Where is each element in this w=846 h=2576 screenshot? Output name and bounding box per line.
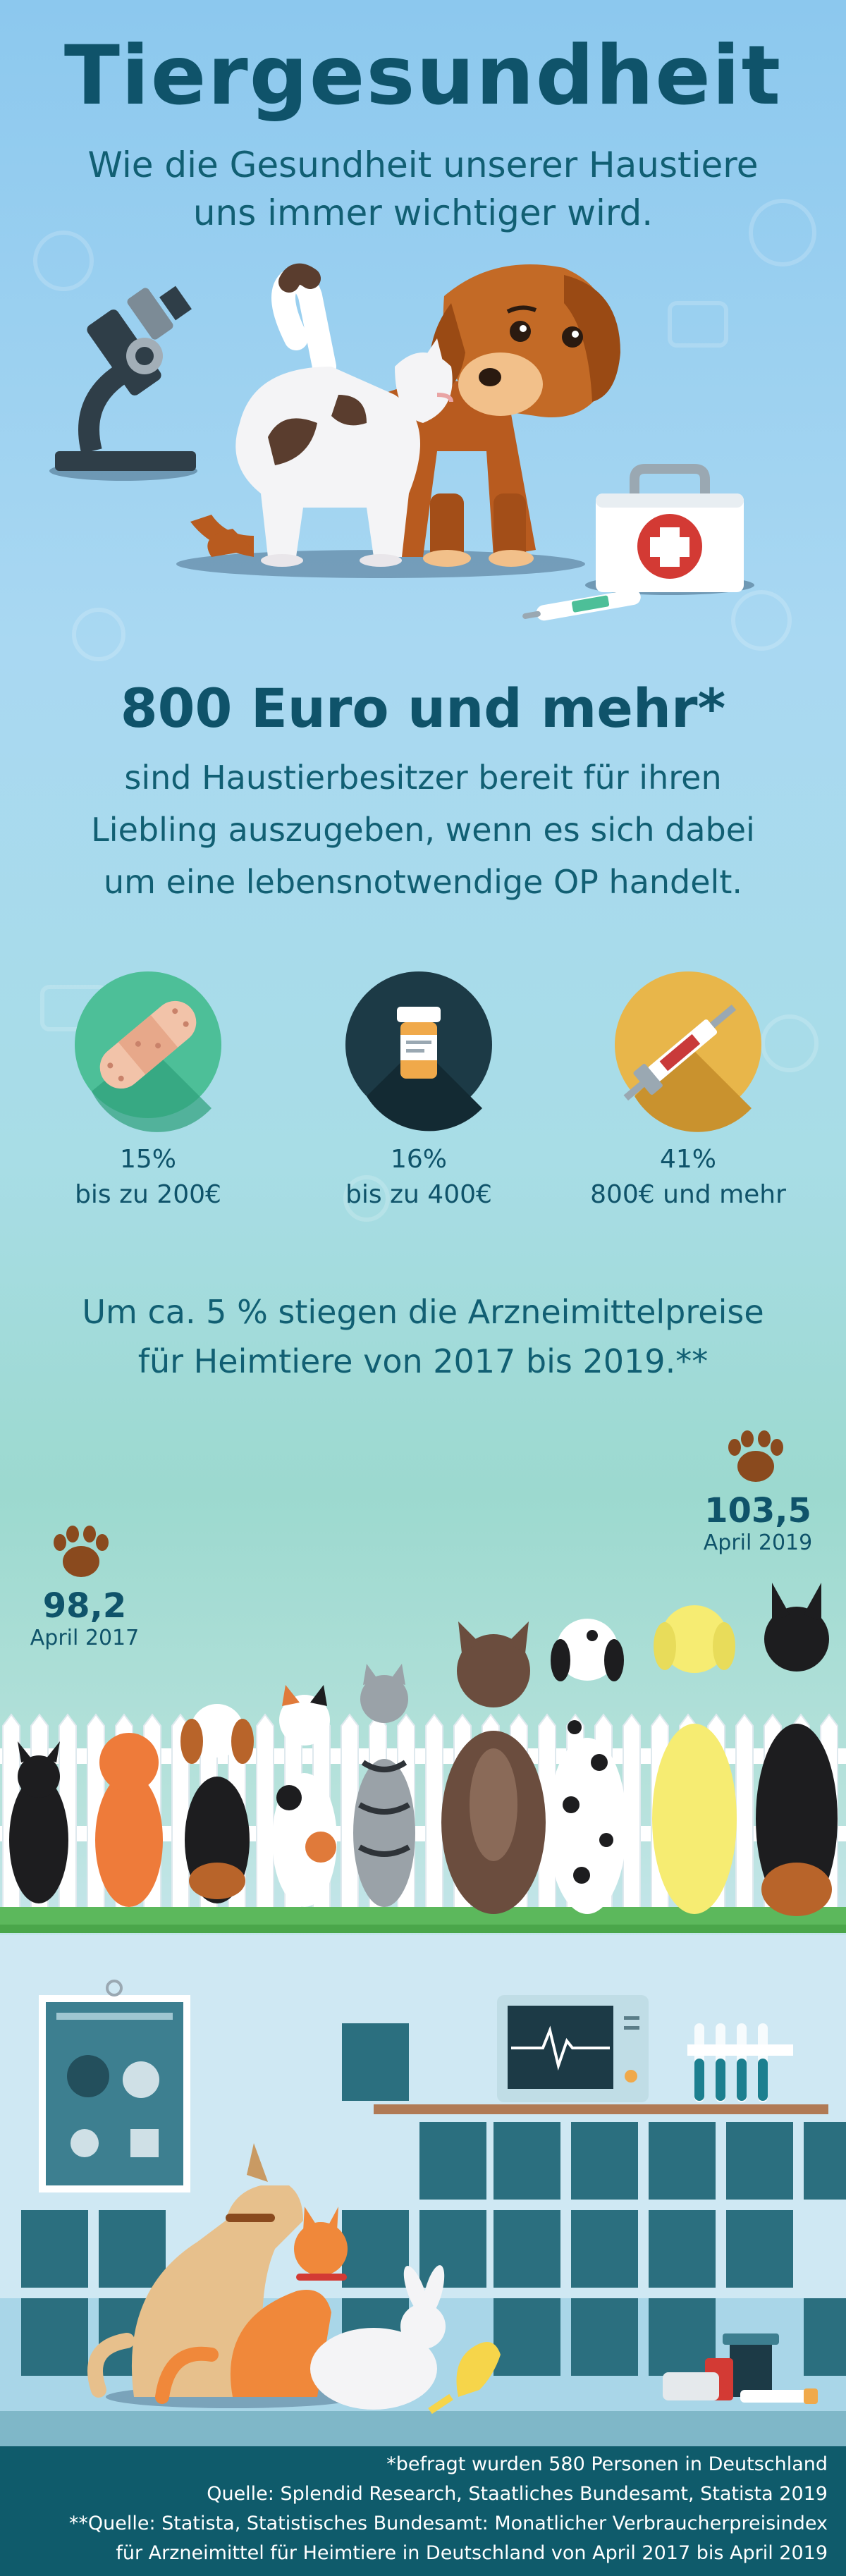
grass-edge — [0, 1925, 846, 1933]
index-value-2019: 103,5 April 2019 — [687, 1491, 828, 1555]
index-number: 98,2 — [42, 1586, 127, 1626]
microscope-icon — [49, 286, 197, 481]
footer: *befragt wurden 580 Personen in Deutschl… — [0, 2446, 846, 2576]
first-aid-kit-icon — [585, 464, 754, 595]
source-note: **Quelle: Statista, Statistisches Bundes… — [68, 2513, 828, 2534]
subtitle-line: Wie die Gesundheit unserer Haustiere — [87, 145, 759, 185]
index-date: April 2017 — [30, 1626, 140, 1650]
stat-item: 16% bis zu 400€ — [302, 1142, 535, 1213]
page-subtitle: Wie die Gesundheit unserer Haustiere uns… — [0, 141, 846, 237]
index-date: April 2019 — [703, 1531, 813, 1555]
stat-label: bis zu 400€ — [345, 1180, 492, 1209]
footnote: *befragt wurden 580 Personen in Deutschl… — [386, 2453, 828, 2475]
bandage-icon — [99, 1000, 197, 1089]
index-value-2017: 98,2 April 2017 — [14, 1586, 155, 1650]
note-line: Um ca. 5 % stiegen die Arzneimittelpreis… — [82, 1293, 764, 1331]
syringe-icon — [623, 1004, 737, 1101]
source-note: für Arzneimittel für Heimtiere in Deutsc… — [116, 2542, 828, 2564]
stat-label: bis zu 200€ — [75, 1180, 221, 1209]
illustration-layer — [0, 263, 846, 2446]
stat-circle-syringe — [615, 971, 761, 1132]
note-line: für Heimtiere von 2017 bis 2019.** — [137, 1342, 709, 1380]
stat-circle-bandage — [75, 971, 221, 1132]
stat-label: 800€ und mehr — [590, 1180, 786, 1209]
index-number: 103,5 — [704, 1491, 811, 1531]
body-text: sind Haustierbesitzer bereit für ihren L… — [0, 752, 846, 908]
subtitle-line: uns immer wichtiger wird. — [192, 192, 654, 233]
headline: 800 Euro und mehr* — [120, 677, 726, 740]
paw-icon — [728, 1430, 783, 1482]
price-increase-note: Um ca. 5 % stiegen die Arzneimittelpreis… — [0, 1287, 846, 1386]
stat-percent: 15% — [119, 1145, 176, 1174]
body-line: sind Haustierbesitzer bereit für ihren — [124, 759, 722, 797]
source-note: Quelle: Splendid Research, Staatliches B… — [207, 2483, 828, 2505]
body-line: Liebling auszugeben, wenn es sich dabei — [91, 811, 755, 849]
pets-from-behind-illustration — [9, 1583, 838, 1916]
paw-icon — [54, 1526, 109, 1577]
stat-item: 41% 800€ und mehr — [572, 1142, 804, 1213]
pill-bottle-icon — [397, 1007, 441, 1079]
stat-item: 15% bis zu 200€ — [32, 1142, 264, 1213]
stat-percent: 16% — [390, 1145, 447, 1174]
vet-room-illustration — [0, 1935, 846, 2446]
body-line: um eine lebensnotwendige OP handelt. — [104, 863, 742, 901]
stat-percent: 41% — [659, 1145, 716, 1174]
thermometer-icon — [522, 589, 641, 621]
stat-circle-pills — [345, 971, 492, 1131]
dog-and-cat-illustration — [176, 263, 620, 578]
page-title: Tiergesundheit — [63, 28, 783, 123]
